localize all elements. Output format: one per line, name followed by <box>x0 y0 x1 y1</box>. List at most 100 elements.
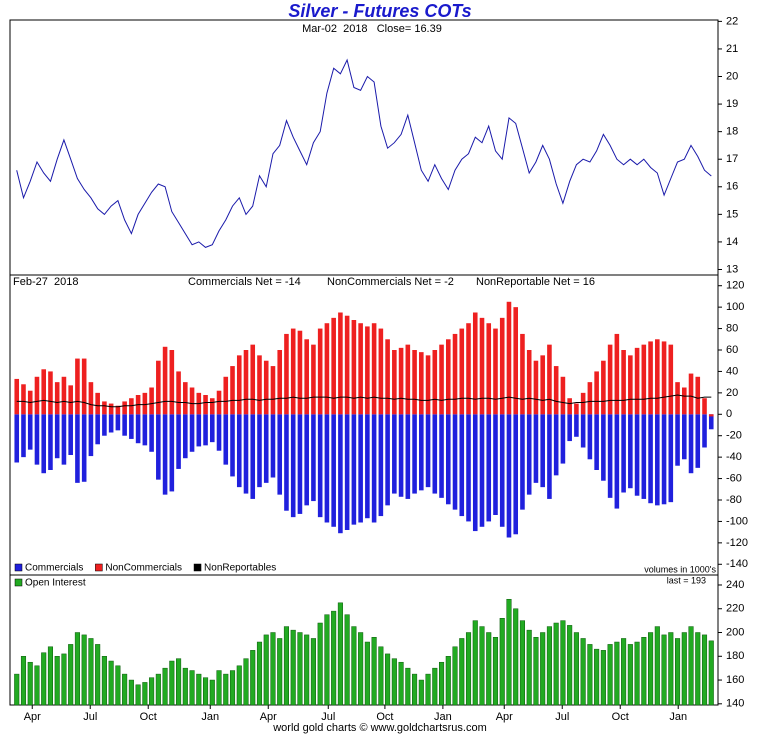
bar <box>452 333 458 415</box>
bar <box>668 632 674 706</box>
bar <box>419 352 424 415</box>
bar <box>75 414 80 483</box>
bar <box>216 390 222 415</box>
x-tick-label: Jan <box>669 711 687 723</box>
bar <box>324 614 330 706</box>
bar <box>47 646 53 706</box>
bar <box>371 637 377 706</box>
bar <box>129 398 134 415</box>
bar <box>88 414 94 457</box>
bar <box>209 679 215 706</box>
x-tick-label: Jan <box>434 711 452 723</box>
bar <box>445 414 451 505</box>
y-tick-label: 14 <box>726 236 738 248</box>
bar <box>344 315 350 415</box>
bar <box>284 333 289 415</box>
legend-swatch <box>95 563 103 572</box>
bar <box>236 665 242 706</box>
subtitle: Mar-02 2018 Close= 16.39 <box>302 23 442 35</box>
bar <box>479 626 485 706</box>
bar <box>601 414 606 481</box>
bar <box>250 414 256 499</box>
bar <box>425 414 431 488</box>
bar <box>34 376 40 415</box>
bar <box>257 414 262 488</box>
bar <box>513 414 519 535</box>
bar <box>601 360 606 415</box>
bar <box>34 414 40 465</box>
y-tick-label: 19 <box>726 98 738 110</box>
bar <box>337 602 343 706</box>
bar <box>183 414 188 459</box>
bar <box>540 355 545 415</box>
bar <box>196 673 202 706</box>
bar <box>311 344 316 415</box>
y-tick-label: 240 <box>726 579 744 591</box>
bar <box>169 660 175 706</box>
bar <box>331 610 337 706</box>
bar <box>472 620 478 706</box>
bar <box>634 347 640 415</box>
bar <box>102 414 107 436</box>
bar <box>580 392 586 415</box>
legend-label: Open Interest <box>25 578 86 589</box>
bar <box>297 330 303 415</box>
legend-label: NonCommercials <box>105 563 182 574</box>
bar <box>553 366 559 415</box>
bar <box>88 638 94 706</box>
x-tick-label: Jul <box>321 711 335 723</box>
bar <box>391 658 397 706</box>
bar <box>149 387 154 415</box>
bar <box>48 371 53 415</box>
bar <box>580 638 586 706</box>
bar <box>88 382 94 415</box>
bar <box>614 414 620 509</box>
line <box>16 394 712 408</box>
bar <box>243 350 249 415</box>
legend-swatch <box>14 578 23 587</box>
bar <box>675 414 680 466</box>
bar <box>257 355 262 415</box>
bar <box>628 355 633 415</box>
y-tick-label: -60 <box>726 472 742 484</box>
bar <box>661 341 667 415</box>
bar <box>378 646 384 706</box>
x-tick-label: Jul <box>83 711 97 723</box>
bar <box>54 414 60 459</box>
bar <box>452 414 458 510</box>
bar <box>486 323 492 415</box>
x-tick-label: Oct <box>140 711 157 723</box>
bar <box>203 677 209 706</box>
bar <box>149 677 155 706</box>
bar <box>223 673 229 706</box>
bar <box>95 392 100 415</box>
bar <box>41 652 47 706</box>
bar <box>594 371 599 415</box>
bar <box>385 339 390 415</box>
bar <box>351 320 357 415</box>
x-tick-label: Apr <box>496 711 513 723</box>
y-tick-label: 180 <box>726 650 744 662</box>
bar <box>230 414 235 477</box>
bar <box>628 414 633 489</box>
bar <box>351 626 357 706</box>
bar <box>75 358 80 415</box>
y-tick-label: -140 <box>726 558 748 570</box>
bar <box>155 673 161 706</box>
bar <box>655 339 660 415</box>
bar <box>560 414 566 464</box>
bar <box>250 344 256 415</box>
bar <box>580 414 586 448</box>
y-tick-label: 20 <box>726 387 738 399</box>
bar <box>122 673 128 706</box>
bar <box>162 346 168 415</box>
bar <box>594 648 600 706</box>
bar <box>243 414 249 494</box>
bar <box>263 634 269 706</box>
bar <box>641 637 647 706</box>
bar <box>21 414 26 458</box>
bar <box>486 632 492 706</box>
bar <box>600 650 606 706</box>
bar <box>702 414 707 448</box>
bar <box>466 414 471 522</box>
